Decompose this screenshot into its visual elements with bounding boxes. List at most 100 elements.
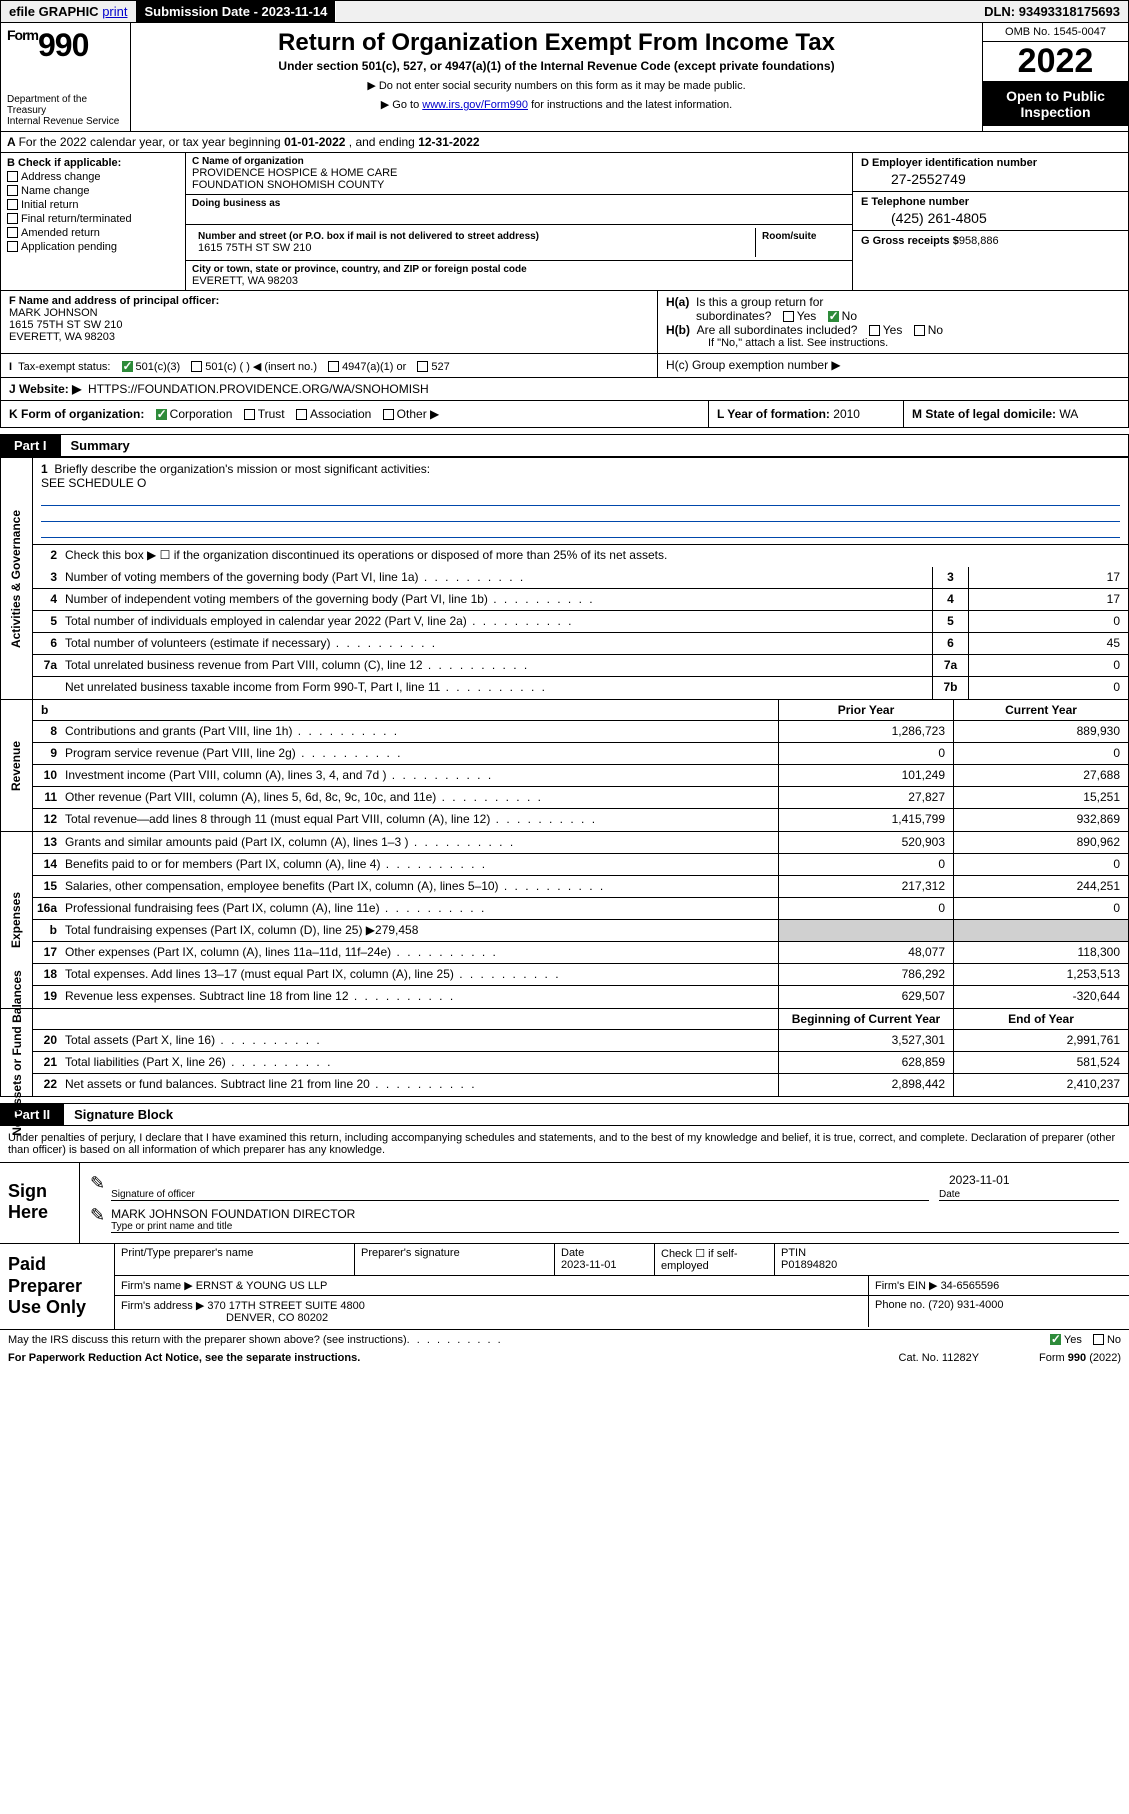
firm-phone: Phone no. (720) 931-4000 — [869, 1296, 1129, 1327]
fin-row: 11Other revenue (Part VIII, column (A), … — [33, 787, 1128, 809]
chk-name-change[interactable]: Name change — [7, 185, 179, 197]
preparer-label: Paid Preparer Use Only — [0, 1244, 115, 1329]
box-b-title: B Check if applicable: — [7, 157, 179, 169]
part-1-title: Summary — [61, 434, 1129, 457]
open-to-public: Open to Public Inspection — [983, 82, 1128, 126]
row-i-hc: I Tax-exempt status: 501(c)(3) 501(c) ( … — [0, 354, 1129, 378]
year-formation: L Year of formation: 2010 — [708, 401, 903, 427]
row-klm: K Form of organization: Corporation Trus… — [0, 401, 1129, 428]
part-2-header: Part II Signature Block — [0, 1103, 1129, 1126]
return-title: Return of Organization Exempt From Incom… — [141, 29, 972, 57]
chk-501c[interactable]: 501(c) ( ) ◀ (insert no.) — [191, 360, 317, 373]
gross-label: G Gross receipts $ — [861, 235, 959, 247]
submission-date: Submission Date - 2023-11-14 — [137, 1, 337, 22]
part-1-num: Part I — [0, 435, 61, 456]
header-note-1: ▶ Do not enter social security numbers o… — [141, 79, 972, 92]
hb-no[interactable]: No — [914, 323, 943, 337]
chk-corp[interactable]: Corporation — [156, 407, 233, 421]
preparer-block: Paid Preparer Use Only Print/Type prepar… — [0, 1244, 1129, 1330]
form-org-label: K Form of organization: — [9, 407, 144, 421]
chk-4947[interactable]: 4947(a)(1) or — [328, 361, 406, 373]
ha-yes[interactable]: Yes — [783, 309, 817, 323]
firm-ein: Firm's EIN ▶ 34-6565596 — [869, 1276, 1129, 1295]
chk-527[interactable]: 527 — [417, 361, 449, 373]
chk-address-change[interactable]: Address change — [7, 171, 179, 183]
prep-sig-hdr: Preparer's signature — [355, 1244, 555, 1275]
side-label-activities: Activities & Governance — [1, 458, 33, 699]
chk-other[interactable]: Other ▶ — [383, 407, 440, 421]
chk-amended[interactable]: Amended return — [7, 227, 179, 239]
fin-row: bTotal fundraising expenses (Part IX, co… — [33, 920, 1128, 942]
officer-addr1: 1615 75TH ST SW 210 — [9, 319, 123, 331]
footer-may-discuss: May the IRS discuss this return with the… — [0, 1330, 1129, 1350]
gross-value: 958,886 — [959, 235, 999, 247]
q1-block: 1 Briefly describe the organization's mi… — [33, 458, 1128, 545]
top-bar: efile GRAPHIC print Submission Date - 20… — [0, 0, 1129, 23]
hdr-eoy: End of Year — [953, 1009, 1128, 1029]
h-b: H(b) Are all subordinates included? Yes … — [666, 323, 1120, 337]
fin-row: 9Program service revenue (Part VIII, lin… — [33, 743, 1128, 765]
officer-print-name: MARK JOHNSON FOUNDATION DIRECTOR Type or… — [111, 1205, 1119, 1233]
chk-trust[interactable]: Trust — [244, 407, 285, 421]
h-c: H(c) Group exemption number ▶ — [658, 354, 1128, 377]
summary-row: 3Number of voting members of the governi… — [33, 567, 1128, 589]
hdr-prior: Prior Year — [778, 700, 953, 720]
col-de: D Employer identification number 27-2552… — [853, 153, 1128, 290]
q1-answer: SEE SCHEDULE O — [41, 476, 1120, 490]
summary-row: Net unrelated business taxable income fr… — [33, 677, 1128, 699]
header-right: OMB No. 1545-0047 2022 Open to Public In… — [983, 23, 1128, 131]
chk-initial-return[interactable]: Initial return — [7, 199, 179, 211]
phone-label: E Telephone number — [861, 196, 969, 208]
form-version: Form 990 (2022) — [1039, 1352, 1121, 1364]
fin-row: 12Total revenue—add lines 8 through 11 (… — [33, 809, 1128, 831]
chk-501c3[interactable]: 501(c)(3) — [122, 361, 181, 373]
discuss-no[interactable]: No — [1093, 1334, 1121, 1346]
ein-label: D Employer identification number — [861, 157, 1037, 169]
fin-row: 13Grants and similar amounts paid (Part … — [33, 832, 1128, 854]
prep-date: Date2023-11-01 — [555, 1244, 655, 1275]
irs-link[interactable]: www.irs.gov/Form990 — [422, 99, 528, 111]
penalties-text: Under penalties of perjury, I declare th… — [0, 1126, 1129, 1163]
part-1-header: Part I Summary — [0, 434, 1129, 457]
col-c: C Name of organization PROVIDENCE HOSPIC… — [186, 153, 853, 290]
col-b: B Check if applicable: Address change Na… — [1, 153, 186, 290]
h-a: H(a) Is this a group return for subordin… — [666, 295, 1120, 323]
row-fh: F Name and address of principal officer:… — [0, 291, 1129, 354]
signature-field[interactable]: Signature of officer — [111, 1173, 929, 1201]
pen-icon: ✎ — [90, 1173, 105, 1201]
q2-text: Check this box ▶ ☐ if the organization d… — [61, 545, 1128, 567]
hb-yes[interactable]: Yes — [869, 323, 903, 337]
sign-block: Sign Here ✎ Signature of officer 2023-11… — [0, 1163, 1129, 1244]
print-link[interactable]: print — [102, 4, 127, 19]
summary-row: 5Total number of individuals employed in… — [33, 611, 1128, 633]
block-bcde: B Check if applicable: Address change Na… — [0, 153, 1129, 291]
form-number-box: Form990 Department of the Treasury Inter… — [1, 23, 131, 131]
fin-row: 19Revenue less expenses. Subtract line 1… — [33, 986, 1128, 1008]
hb-note: If "No," attach a list. See instructions… — [666, 337, 1120, 349]
discuss-yes[interactable]: Yes — [1050, 1334, 1082, 1346]
part-2-title: Signature Block — [64, 1103, 1129, 1126]
firm-name: Firm's name ▶ ERNST & YOUNG US LLP — [115, 1276, 869, 1295]
chk-assoc[interactable]: Association — [296, 407, 371, 421]
state-domicile: M State of legal domicile: WA — [903, 401, 1128, 427]
chk-app-pending[interactable]: Application pending — [7, 241, 179, 253]
officer-name: MARK JOHNSON — [9, 307, 98, 319]
phone-value: (425) 261-4805 — [861, 210, 1120, 226]
fin-row: 18Total expenses. Add lines 13–17 (must … — [33, 964, 1128, 986]
summary-row: 4Number of independent voting members of… — [33, 589, 1128, 611]
prep-self-emp[interactable]: Check ☐ if self-employed — [655, 1244, 775, 1275]
header-note-2: ▶ Go to www.irs.gov/Form990 for instruct… — [141, 98, 972, 111]
form-header: Form990 Department of the Treasury Inter… — [0, 23, 1129, 132]
section-activities: Activities & Governance 1 Briefly descri… — [0, 457, 1129, 700]
org-name-2: FOUNDATION SNOHOMISH COUNTY — [192, 179, 846, 191]
hdr-bocy: Beginning of Current Year — [778, 1009, 953, 1029]
ein-value: 27-2552749 — [861, 171, 1120, 187]
sign-here-label: Sign Here — [0, 1163, 80, 1243]
side-label-net: Net Assets or Fund Balances — [1, 1009, 33, 1096]
ha-no[interactable]: No — [828, 309, 857, 323]
chk-final-return[interactable]: Final return/terminated — [7, 213, 179, 225]
section-expenses: Expenses 13Grants and similar amounts pa… — [0, 832, 1129, 1009]
fin-row: 16aProfessional fundraising fees (Part I… — [33, 898, 1128, 920]
efile-label: efile GRAPHIC print — [1, 1, 137, 22]
header-center: Return of Organization Exempt From Incom… — [131, 23, 983, 131]
